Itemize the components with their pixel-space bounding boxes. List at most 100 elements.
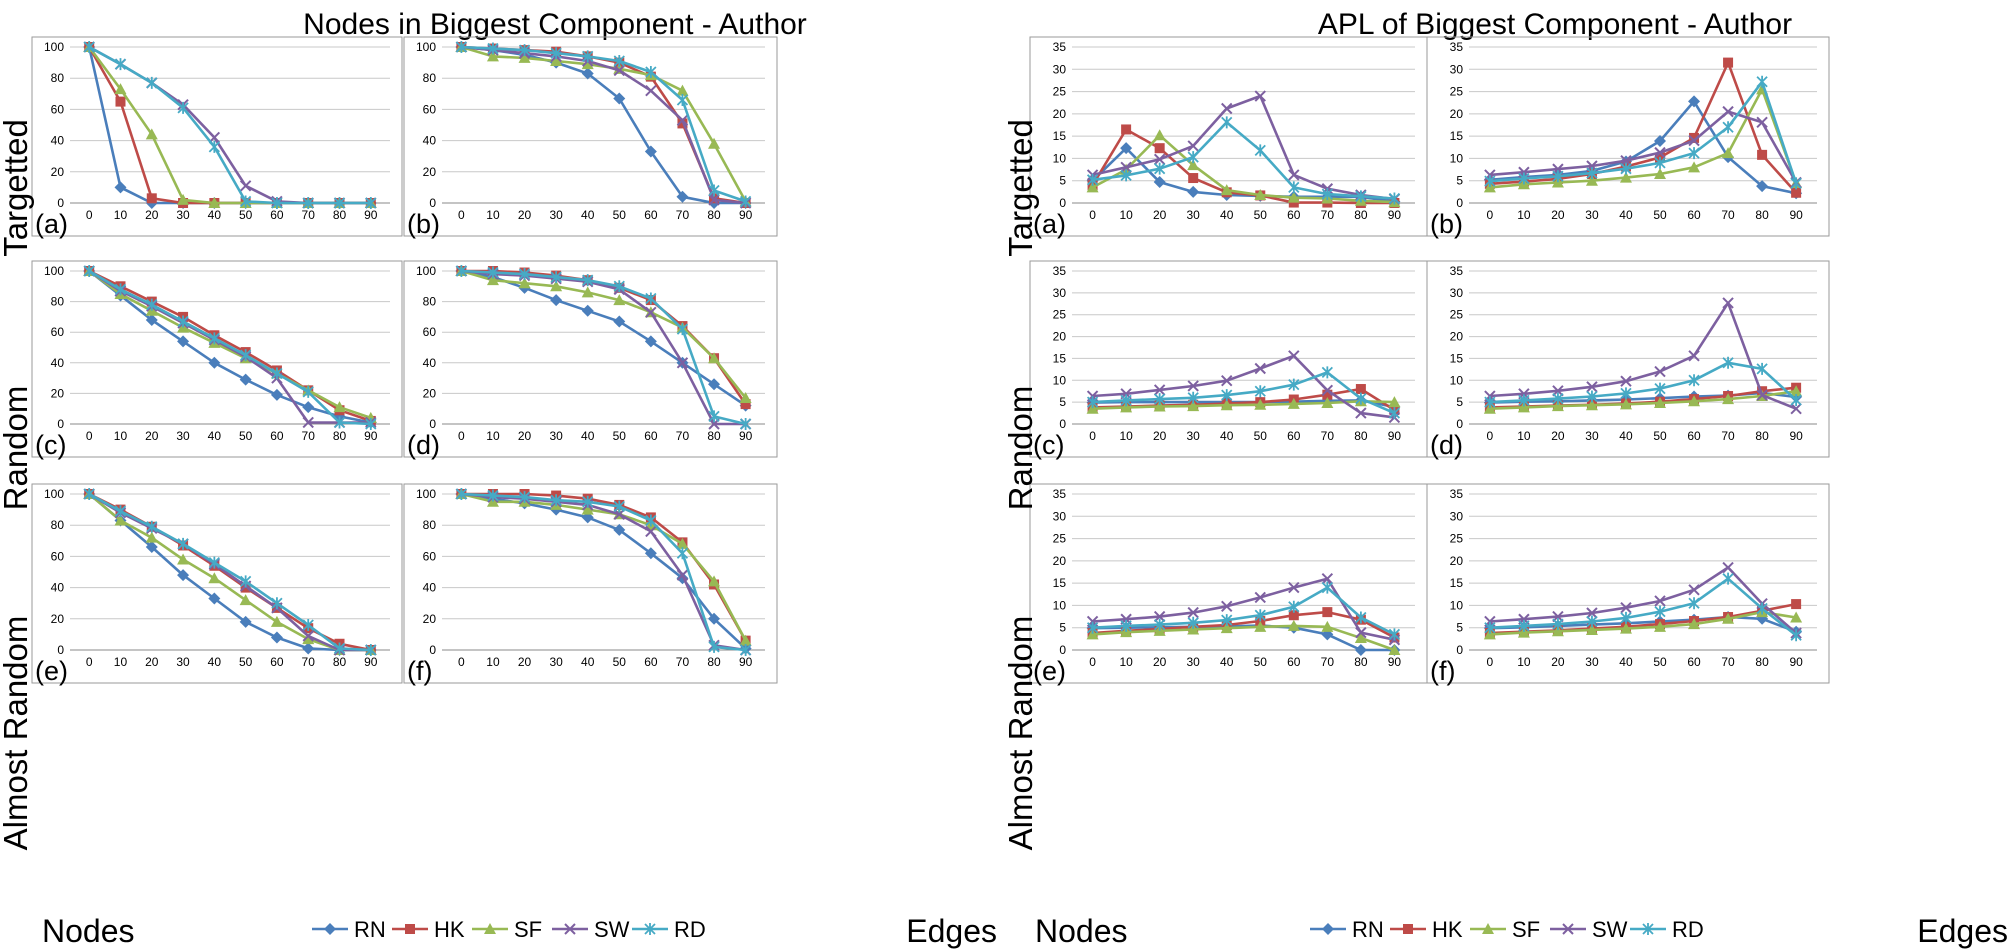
y-tick-label: 10: [1053, 373, 1067, 387]
x-tick-label: 70: [302, 208, 316, 222]
x-tick-label: 30: [1187, 429, 1201, 443]
series-line: [1489, 389, 1797, 410]
data-point: [581, 286, 594, 298]
series-line: [88, 269, 372, 423]
data-point: [1086, 396, 1099, 409]
data-point: [1620, 162, 1632, 175]
data-point: [1288, 350, 1300, 362]
x-tick-label: 80: [707, 655, 721, 669]
y-tick-label: 0: [57, 643, 64, 657]
y-tick-label: 30: [1450, 62, 1464, 76]
data-point: [1321, 366, 1333, 379]
data-point: [1321, 397, 1334, 409]
data-point: [208, 197, 221, 208]
x-tick-label: 20: [145, 429, 159, 443]
data-point: [1221, 102, 1233, 115]
data-point: [333, 416, 346, 429]
x-tick-label: 70: [302, 655, 316, 669]
data-point: [270, 615, 283, 627]
y-tick-label: 20: [423, 612, 437, 626]
x-tick-label: 30: [549, 429, 563, 443]
data-point: [1517, 626, 1530, 638]
y-tick-label: 80: [51, 518, 65, 532]
legend-label: RD: [674, 917, 706, 942]
data-point: [302, 630, 314, 642]
panel-frame: [31, 260, 403, 458]
data-point: [1790, 385, 1803, 397]
panel-label: (d): [407, 430, 440, 460]
data-point: [1388, 407, 1401, 420]
data-point: [146, 520, 158, 533]
data-point: [1483, 402, 1496, 414]
series-line: [88, 269, 372, 424]
x-tick-label: 0: [1487, 429, 1494, 443]
panel-right-c: 0 5 10 15 20 25 30 35 0 10 20 30 40 50 60 70 80 90 (c): [1029, 260, 1428, 460]
x-tick-label: 60: [1687, 429, 1701, 443]
data-point: [1086, 621, 1099, 634]
y-tick-label: 5: [1059, 621, 1066, 635]
data-point: [1585, 399, 1598, 411]
data-point: [1654, 365, 1666, 378]
x-tick-label: 10: [1119, 208, 1133, 222]
series-sw: [455, 41, 752, 209]
x-tick-label: 30: [549, 208, 563, 222]
legend-label: SW: [594, 917, 630, 942]
series-sf: [455, 488, 752, 646]
data-point: [1756, 75, 1768, 88]
panel-frame: [1029, 260, 1428, 458]
x-tick-label: 80: [333, 208, 347, 222]
y-tick-label: 0: [1059, 417, 1066, 431]
series-line: [1092, 577, 1395, 641]
data-point: [1288, 600, 1300, 613]
data-point: [1552, 618, 1564, 631]
y-tick-label: 0: [1059, 643, 1066, 657]
data-point: [1254, 385, 1266, 398]
data-point: [208, 592, 221, 605]
footer: Nodes Edges Nodes Edges: [42, 913, 2008, 949]
y-tick-label: 100: [44, 487, 64, 501]
x-tick-label: 40: [581, 429, 595, 443]
data-point: [83, 265, 95, 277]
series-line: [88, 492, 371, 652]
y-tick-label: 15: [1450, 576, 1464, 590]
data-point: [613, 280, 625, 293]
legend-marker: [1322, 923, 1334, 935]
x-tick-label: 10: [1119, 655, 1133, 669]
legend-label: SF: [514, 917, 542, 942]
y-tick-label: 35: [1053, 264, 1067, 278]
data-point: [302, 197, 314, 209]
series-line: [1489, 577, 1797, 637]
data-point: [518, 491, 531, 504]
legend-label: RD: [1672, 917, 1704, 942]
data-point: [1288, 169, 1300, 181]
data-point: [1790, 393, 1802, 406]
data-point: [114, 514, 127, 526]
panel-label: (f): [1430, 656, 1455, 686]
legend-item-rn: RN: [1310, 917, 1384, 942]
series-line: [1092, 371, 1395, 415]
data-point: [1221, 375, 1233, 387]
left-figure-title: Nodes in Biggest Component - Author: [303, 8, 807, 41]
data-point: [1790, 402, 1802, 415]
legend-item-sf: SF: [472, 917, 542, 942]
data-point: [1722, 393, 1735, 405]
data-point: [146, 193, 157, 204]
data-point: [1688, 584, 1700, 596]
data-point: [1654, 382, 1666, 395]
y-tick-label: 60: [51, 102, 65, 116]
y-tick-label: 0: [429, 417, 436, 431]
data-point: [708, 137, 721, 149]
x-tick-label: 70: [1721, 429, 1735, 443]
data-point: [708, 352, 721, 364]
data-point: [1791, 187, 1802, 198]
y-tick-label: 100: [416, 487, 436, 501]
legend-item-sw: SW: [1550, 917, 1628, 942]
data-point: [1688, 161, 1701, 173]
data-point: [1756, 389, 1768, 401]
panel-frame: [1426, 36, 1830, 237]
data-point: [1620, 154, 1632, 167]
data-point: [581, 58, 594, 70]
data-point: [1187, 380, 1199, 392]
data-point: [1790, 629, 1802, 642]
data-point: [1654, 156, 1666, 169]
